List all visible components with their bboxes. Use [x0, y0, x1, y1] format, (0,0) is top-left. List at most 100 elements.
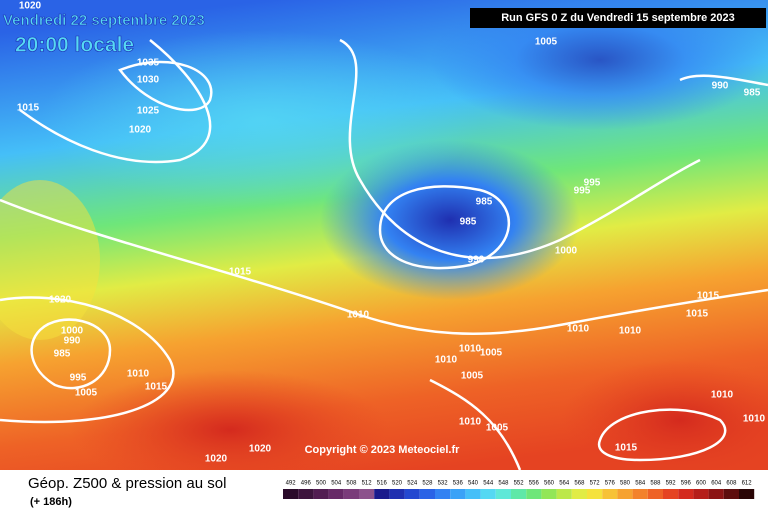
scale-label: 496 [301, 481, 312, 487]
scale-swatch [708, 489, 724, 499]
isobar-label: 1015 [686, 309, 709, 320]
isobar-label: 1015 [229, 267, 252, 278]
isobar-label: 1020 [249, 444, 272, 455]
valid-time: 20:00 locale [15, 34, 134, 57]
isobar-label: 1000 [555, 246, 578, 257]
isobar-label: 1020 [129, 125, 152, 136]
scale-swatch [602, 489, 618, 499]
scale-label: 556 [529, 481, 540, 487]
scale-swatch [632, 489, 648, 499]
isobar-label: 1015 [615, 443, 638, 454]
scale-label: 572 [590, 481, 601, 487]
scale-label: 576 [605, 481, 616, 487]
scale-label: 584 [635, 481, 646, 487]
scale-label: 516 [377, 481, 388, 487]
scale-swatch [313, 489, 329, 499]
scale-label: 560 [544, 481, 555, 487]
isobar-label: 1015 [697, 291, 720, 302]
isobar-label: 1010 [127, 369, 150, 380]
color-scale: 492 496 500 504 508 512 516 520 524 528 532 536 540 5… [283, 481, 755, 499]
isobar-label: 1025 [137, 106, 160, 117]
scale-swatch [495, 489, 511, 499]
scale-swatch [359, 489, 375, 499]
isobar-label: 1020 [49, 295, 72, 306]
scale-swatch [435, 489, 451, 499]
scale-label: 500 [316, 481, 327, 487]
scale-label: 596 [681, 481, 692, 487]
scale-swatch [298, 489, 314, 499]
scale-swatch [389, 489, 405, 499]
scale-swatch [374, 489, 390, 499]
scale-label: 580 [620, 481, 631, 487]
scale-swatch [617, 489, 633, 499]
scale-label: 520 [392, 481, 403, 487]
isobar-label: 1030 [137, 75, 160, 86]
isobar-label: 990 [712, 81, 729, 92]
valid-date: Vendredi 22 septembre 2023 [3, 12, 205, 29]
scale-label: 564 [559, 481, 570, 487]
scale-swatch [511, 489, 527, 499]
scale-swatch [526, 489, 542, 499]
scale-label: 540 [468, 481, 479, 487]
footer-title: Géop. Z500 & pression au sol [28, 475, 226, 492]
scale-swatch [647, 489, 663, 499]
isobar-label: 1005 [480, 348, 503, 359]
scale-label: 492 [286, 481, 297, 487]
isobar-lines [0, 38, 768, 471]
scale-label: 528 [422, 481, 433, 487]
isobar-label: 1020 [205, 454, 228, 465]
isobar-label: 1010 [711, 390, 734, 401]
scale-label: 592 [666, 481, 677, 487]
isobar-label: 995 [70, 373, 87, 384]
isobar-label: 985 [460, 217, 477, 228]
isobar-label: 985 [476, 197, 493, 208]
scale-swatch [571, 489, 587, 499]
isobar-label: 1010 [743, 414, 766, 425]
isobar-label: 990 [64, 336, 81, 347]
run-box [470, 8, 766, 28]
run-info: Run GFS 0 Z du Vendredi 15 septembre 202… [501, 12, 735, 24]
scale-label: 600 [696, 481, 707, 487]
scale-swatch [328, 489, 344, 499]
isobar-label: 1005 [535, 37, 558, 48]
isobar-label: 990 [468, 255, 485, 266]
isobar-label: 1015 [145, 382, 168, 393]
scale-label: 548 [498, 481, 509, 487]
scale-swatch [739, 489, 755, 499]
footer-lead: (+ 186h) [30, 496, 72, 508]
scale-label: 568 [574, 481, 585, 487]
scale-label: 552 [514, 481, 525, 487]
scale-swatch [404, 489, 420, 499]
isobar-label: 995 [574, 186, 591, 197]
isobar-label: 1015 [17, 103, 40, 114]
isobar-label: 1020 [19, 1, 42, 12]
scale-label: 536 [453, 481, 464, 487]
isobar-label: 985 [54, 349, 71, 360]
isobar-label: 1010 [459, 417, 482, 428]
isobar-label: 995 [584, 178, 601, 189]
scale-label: 532 [438, 481, 449, 487]
isobar-label: 1005 [461, 371, 484, 382]
scale-label: 608 [726, 481, 737, 487]
scale-label: 604 [711, 481, 722, 487]
scale-swatch [465, 489, 481, 499]
scale-swatch [663, 489, 679, 499]
scale-swatch [343, 489, 359, 499]
field [0, 0, 768, 490]
scale-label: 504 [331, 481, 342, 487]
isobar-label: 1005 [75, 388, 98, 399]
scale-swatch [678, 489, 694, 499]
scale-swatch [556, 489, 572, 499]
isobar-label: 985 [744, 88, 761, 99]
scale-label: 508 [346, 481, 357, 487]
scale-label: 524 [407, 481, 418, 487]
isobar-label: 1010 [347, 310, 370, 321]
isobar-label: 1010 [459, 344, 482, 355]
isobar-label: 1010 [567, 324, 590, 335]
scale-swatch [587, 489, 603, 499]
copyright: Copyright © 2023 Meteociel.fr [305, 444, 461, 456]
scale-swatch [480, 489, 496, 499]
scale-swatch [283, 489, 299, 499]
